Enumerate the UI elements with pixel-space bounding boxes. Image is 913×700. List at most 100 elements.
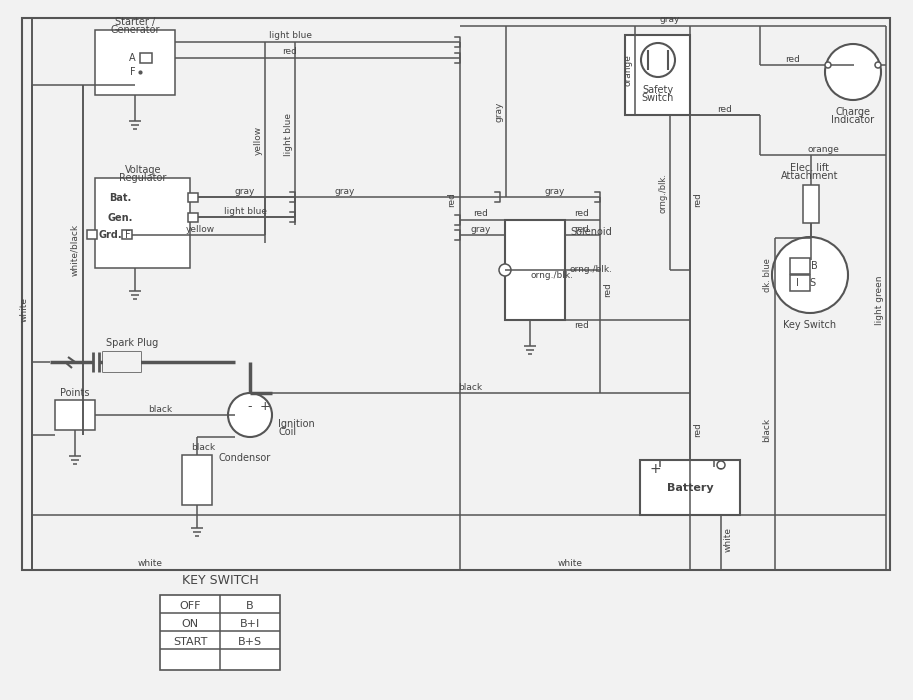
Text: white: white [723,528,732,552]
Circle shape [641,43,675,77]
Text: dk. blue: dk. blue [763,258,772,292]
Text: KEY SWITCH: KEY SWITCH [182,575,258,587]
Text: Elec. lift: Elec. lift [791,163,830,173]
Bar [803,185,819,223]
Text: B: B [247,601,254,611]
Text: red: red [474,209,488,218]
Bar [87,230,97,239]
Bar [103,352,141,372]
Bar [55,400,95,430]
Text: orng./blk.: orng./blk. [570,265,613,274]
Text: Safety: Safety [643,85,674,95]
Text: Starter /: Starter / [115,17,155,27]
Circle shape [825,62,831,68]
Circle shape [717,461,725,469]
Text: START: START [173,637,207,647]
Text: -: - [718,463,722,475]
Text: gray: gray [495,102,503,122]
Text: black: black [191,442,215,452]
Bar [160,595,280,670]
Text: Key Switch: Key Switch [783,320,836,330]
Bar [625,35,690,115]
Text: +: + [259,400,270,414]
Text: red: red [574,225,590,234]
Text: orange: orange [807,144,839,153]
Text: orange: orange [624,54,633,86]
Text: F: F [125,230,131,240]
Text: white: white [19,298,28,323]
Text: A: A [130,53,136,63]
Circle shape [228,393,272,437]
Text: Switch: Switch [642,93,674,103]
Text: red: red [574,321,590,330]
Text: I: I [795,278,799,288]
Text: gray: gray [335,186,355,195]
Text: white: white [558,559,582,568]
Text: Points: Points [60,388,89,398]
Bar [640,460,740,515]
Text: B: B [811,261,817,271]
Text: gray: gray [471,225,491,234]
Circle shape [499,264,511,276]
Text: Grd.: Grd. [99,230,121,240]
Text: B+S: B+S [238,637,262,647]
Text: Battery: Battery [666,483,713,493]
Bar [188,193,198,202]
Text: F: F [131,67,136,77]
Text: light green: light green [875,275,884,325]
Text: red: red [603,283,613,298]
Text: Solenoid: Solenoid [570,227,612,237]
Bar [505,220,565,320]
Text: -: - [247,400,252,414]
Circle shape [825,44,881,100]
Text: S: S [809,278,815,288]
Text: red: red [282,48,298,57]
Text: black: black [762,418,771,442]
Text: OFF: OFF [179,601,201,611]
Text: light blue: light blue [284,113,292,157]
Text: Condensor: Condensor [218,453,270,463]
Text: +: + [649,462,661,476]
Text: B+I: B+I [240,619,260,629]
Bar [95,30,175,95]
Text: white/black: white/black [70,224,79,276]
Bar [103,352,141,372]
Text: Regulator: Regulator [120,173,167,183]
Bar [122,230,132,239]
Text: yellow: yellow [185,225,215,234]
Text: red: red [694,193,702,207]
Text: white: white [138,559,163,568]
Bar [182,455,212,505]
Bar [790,258,810,274]
Text: Ignition: Ignition [278,419,315,429]
Text: light blue: light blue [224,206,267,216]
Text: ON: ON [182,619,198,629]
Text: Gen.: Gen. [108,213,132,223]
Text: orng./blk.: orng./blk. [530,272,573,281]
Text: orng./blk.: orng./blk. [658,173,667,213]
Text: Voltage: Voltage [125,165,162,175]
Circle shape [772,237,848,313]
Text: red: red [694,423,702,438]
Bar [95,178,190,268]
Text: Bat.: Bat. [109,193,131,203]
Text: gray: gray [545,186,565,195]
Bar [188,213,198,222]
Text: Coil: Coil [278,427,296,437]
Text: red: red [574,209,590,218]
Text: light blue: light blue [268,32,311,41]
Text: gray: gray [235,186,256,195]
Bar [790,275,810,291]
Text: Indicator: Indicator [832,115,875,125]
Text: black: black [458,382,482,391]
Text: gray: gray [660,15,680,24]
Text: yellow: yellow [254,125,263,155]
Text: red: red [718,104,732,113]
Text: Attachment: Attachment [782,171,839,181]
Circle shape [875,62,881,68]
Text: red: red [447,193,456,207]
Bar [22,18,890,570]
Text: black: black [148,405,172,414]
Bar [140,53,152,63]
Text: Charge: Charge [835,107,870,117]
